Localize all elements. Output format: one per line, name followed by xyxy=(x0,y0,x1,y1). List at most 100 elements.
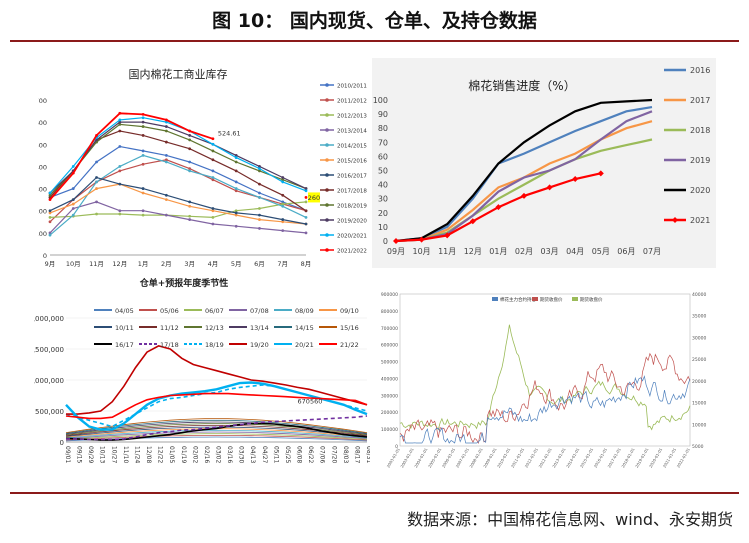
legend-label: 20/21 xyxy=(295,341,314,349)
data-point xyxy=(304,187,308,190)
data-point xyxy=(118,145,122,148)
data-point xyxy=(118,122,122,126)
series-line-price-green xyxy=(399,324,691,431)
x-tick-label: 5月 xyxy=(231,260,242,268)
data-point xyxy=(141,162,145,166)
y-tick-label-left: 300000 xyxy=(381,393,398,399)
data-point xyxy=(164,125,168,128)
x-tick-label: 03/02 xyxy=(215,446,222,463)
legend-label: 棉花主力合约持仓 xyxy=(500,296,536,303)
y-tick-label: 70 xyxy=(378,138,388,147)
data-point xyxy=(141,112,145,116)
legend-label: 2014/2015 xyxy=(337,144,367,150)
legend-marker xyxy=(325,113,329,117)
data-point xyxy=(188,138,192,142)
data-point xyxy=(211,207,215,210)
legend-label: 2018 xyxy=(690,126,710,135)
x-tick-label: 12月 xyxy=(112,260,127,268)
x-tick-label: 03/30 xyxy=(238,446,245,463)
data-point xyxy=(71,165,75,168)
data-point xyxy=(118,209,122,213)
x-tick-label: 09/01 xyxy=(64,446,71,463)
annotation-box xyxy=(308,192,320,203)
series-line-08/09 xyxy=(65,429,368,439)
data-point xyxy=(258,227,261,230)
data-point xyxy=(211,149,215,153)
series-line-2011/2012 xyxy=(49,159,307,223)
data-point xyxy=(118,129,122,133)
series-line-2018/2019 xyxy=(49,123,307,196)
x-tick-label: 04月 xyxy=(566,247,584,256)
data-point xyxy=(211,142,215,146)
sales-chart-svg: 棉花销售进度（%） 0 10 20 30 40 50 60 70 80 90 100 09月 10月 11月… xyxy=(373,66,711,256)
legend-label: 期货收盘价 xyxy=(580,296,603,303)
data-point xyxy=(71,171,75,175)
annotation-label: 524.61 xyxy=(218,129,241,137)
data-point xyxy=(234,156,238,159)
legend-label: 2012/2013 xyxy=(337,114,367,120)
series-line-19/20 xyxy=(66,345,368,415)
legend-label: 2021/2022 xyxy=(337,249,367,255)
y-tick-label-left: 600000 xyxy=(381,343,398,349)
series-line-2010/2011 xyxy=(49,145,307,212)
data-point xyxy=(258,167,261,171)
data-point xyxy=(188,129,192,133)
data-point xyxy=(211,158,215,162)
data-point xyxy=(521,192,527,199)
series-line-2019/2020 xyxy=(49,121,307,194)
legend-marker xyxy=(325,98,329,102)
data-point xyxy=(188,147,192,151)
series-line-2019 xyxy=(395,110,653,243)
series-line-06/07 xyxy=(65,433,368,440)
x-tick-label: 4月 xyxy=(208,260,219,268)
data-point xyxy=(258,213,261,217)
x-tick-label: 09月 xyxy=(387,247,405,256)
legend-label: 13/14 xyxy=(250,324,269,332)
data-point xyxy=(141,120,145,124)
chart-title: 棉花销售进度（%） xyxy=(468,78,575,93)
y-tick-label: 500 xyxy=(38,141,47,149)
data-point xyxy=(304,209,308,213)
data-point xyxy=(188,218,192,221)
data-point xyxy=(141,116,145,120)
x-tick-label: 7月 xyxy=(277,260,288,268)
data-point xyxy=(164,129,168,133)
data-point xyxy=(118,169,122,173)
x-tick-label: 02月 xyxy=(515,247,533,256)
plot-area xyxy=(399,293,691,447)
x-tick-label: 04/27 xyxy=(261,446,268,463)
data-point xyxy=(71,198,75,202)
data-point xyxy=(258,207,261,210)
data-point xyxy=(164,118,168,122)
y-tick-label-left: 400000 xyxy=(381,376,398,382)
data-point xyxy=(281,180,285,184)
data-point xyxy=(188,134,192,137)
x-tick-label: 05月 xyxy=(592,247,610,256)
data-point xyxy=(95,160,98,164)
series-line-2012/2013 xyxy=(49,201,307,219)
data-point xyxy=(469,218,476,225)
figure-title: 图 10： 国内现货、仓单、及持仓数据 xyxy=(212,10,537,32)
legend-label: 2017 xyxy=(690,96,710,105)
data-point xyxy=(95,212,98,216)
data-point xyxy=(48,233,52,237)
legend-label: 2020 xyxy=(690,186,710,195)
legend-label: 2013/2014 xyxy=(337,129,367,135)
legend-swatch xyxy=(532,297,538,301)
legend-label: 14/15 xyxy=(295,324,314,332)
legend-label: 期货收盘价 xyxy=(540,296,563,303)
y-tick-label: 200 xyxy=(38,208,47,216)
y-tick-label-left: 100000 xyxy=(381,427,398,433)
data-point xyxy=(234,169,238,173)
data-point xyxy=(118,111,122,115)
x-tick-label: 2月 xyxy=(161,260,172,268)
data-point xyxy=(304,189,308,193)
y-tick-label-right: 25000 xyxy=(692,357,706,363)
data-point xyxy=(95,176,98,179)
legend-label: 18/19 xyxy=(205,341,224,349)
series-line-2020 xyxy=(395,98,653,243)
series-line-20/21 xyxy=(65,381,368,431)
legend-label: 12/13 xyxy=(205,324,224,332)
legend-label: 2011/2012 xyxy=(337,99,367,105)
y-tick-label: 500,000 xyxy=(35,408,64,416)
